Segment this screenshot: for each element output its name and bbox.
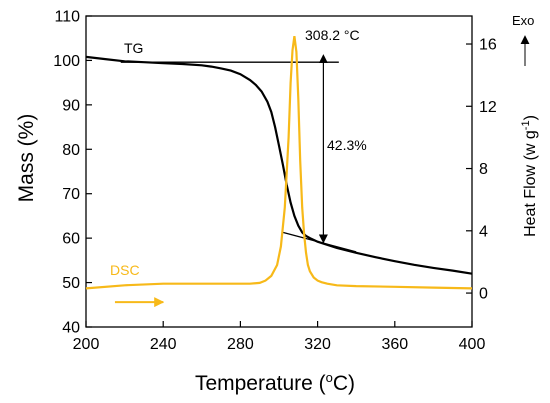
y-left-tick-label: 110	[54, 9, 80, 26]
y-left-tick-label: 90	[62, 97, 80, 114]
tangent-lines	[120, 61, 357, 253]
y-right-tick-label: 4	[479, 223, 488, 240]
x-tick-label: 200	[73, 336, 100, 353]
x-tick-label: 360	[381, 336, 408, 353]
x-tick-label: 400	[459, 336, 486, 353]
mass-loss-label: 42.3%	[327, 137, 367, 153]
x-axis-title-unit: C)	[333, 372, 355, 395]
y-left-axis-title: Mass (%)	[15, 114, 38, 203]
y-left-tick-label: 50	[62, 275, 80, 292]
y-right-axis-ticks: 0 4 8 12 16	[466, 37, 497, 303]
y-left-tick-label: 80	[62, 142, 80, 159]
y-right-axis-title-text: Heat Flow (w g	[522, 130, 539, 237]
tg-curve	[85, 55, 473, 275]
y-right-axis-title: Heat Flow (w g-1)	[520, 115, 539, 237]
y-left-tick-label: 40	[62, 320, 80, 337]
dsc-series-label: DSC	[110, 262, 140, 278]
y-right-tick-label: 0	[479, 286, 488, 303]
x-axis-title: Temperature (oC)	[195, 370, 355, 395]
y-left-tick-label: 60	[62, 231, 80, 248]
y-right-axis-title-sup: -1	[520, 120, 532, 130]
y-left-tick-label: 70	[62, 186, 80, 203]
y-right-tick-label: 16	[479, 37, 497, 54]
y-left-axis-ticks: 40 50 60 70 80 90 100 110	[53, 9, 92, 337]
plot-frame	[85, 15, 473, 328]
tg-series-label: TG	[124, 40, 143, 56]
x-axis-ticks: 200 240 280 320 360 400	[73, 321, 486, 353]
x-axis-title-text: Temperature (	[195, 372, 326, 395]
x-tick-label: 240	[150, 336, 177, 353]
dsc-curve	[85, 36, 473, 290]
y-right-axis-title-tail: )	[522, 115, 539, 120]
x-tick-label: 320	[304, 336, 331, 353]
x-axis-title-sup: o	[326, 370, 333, 385]
y-right-tick-label: 8	[479, 161, 488, 178]
exo-label: Exo	[512, 13, 534, 28]
y-left-tick-label: 100	[53, 53, 80, 70]
y-right-tick-label: 12	[479, 99, 497, 116]
x-tick-label: 280	[227, 336, 254, 353]
peak-temperature-label: 308.2 °C	[305, 27, 360, 43]
